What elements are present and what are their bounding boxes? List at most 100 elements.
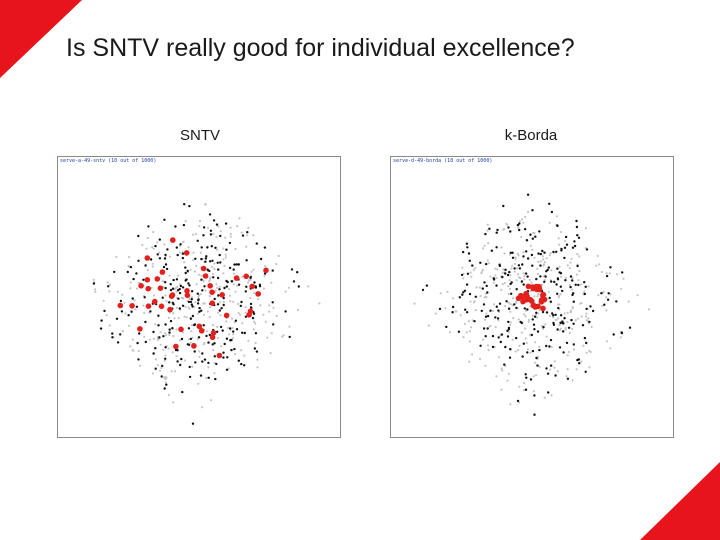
candidate-point	[130, 310, 133, 313]
candidate-point	[495, 284, 498, 287]
candidate-point	[554, 374, 557, 377]
candidate-point	[516, 399, 520, 403]
voter-point-grey	[547, 290, 551, 293]
candidate-point	[494, 316, 497, 319]
voter-point-grey	[483, 318, 487, 321]
candidate-point	[163, 218, 166, 221]
voter-point-grey	[580, 315, 583, 318]
voter-point-grey	[159, 343, 162, 346]
voter-point-grey	[137, 349, 140, 353]
voter-point-grey	[571, 288, 574, 291]
voter-point-grey	[178, 283, 181, 286]
candidate-point	[191, 422, 195, 425]
candidate-point	[577, 283, 580, 287]
candidate-point	[137, 358, 140, 361]
candidate-point	[204, 257, 208, 260]
voter-point-grey	[462, 277, 465, 280]
sntv-scatter-plot	[92, 202, 321, 425]
candidate-point	[218, 288, 221, 291]
candidate-point	[567, 326, 571, 329]
candidate-point	[451, 311, 454, 314]
candidate-point	[474, 295, 477, 298]
voter-point-grey	[492, 303, 496, 306]
voter-point-grey	[509, 403, 512, 406]
voter-point-grey	[307, 285, 310, 288]
voter-point-grey	[212, 232, 215, 236]
voter-point-grey	[498, 356, 501, 359]
candidate-point	[239, 304, 242, 308]
candidate-point	[209, 233, 213, 236]
candidate-point	[552, 323, 556, 326]
winner-point	[117, 302, 124, 309]
candidate-point	[263, 246, 267, 249]
voter-point-grey	[209, 399, 213, 402]
voter-point-grey	[479, 294, 482, 298]
voter-point-grey	[564, 239, 567, 243]
candidate-point	[563, 246, 567, 249]
voter-point-grey	[281, 335, 284, 338]
voter-point-grey	[146, 236, 149, 240]
voter-point-grey	[571, 307, 574, 310]
candidate-point	[245, 259, 248, 262]
voter-point-grey	[159, 331, 162, 334]
voter-point-grey	[179, 339, 182, 342]
candidate-point	[498, 264, 502, 268]
voter-point-grey	[543, 278, 547, 281]
voter-point-grey	[556, 370, 559, 373]
voter-point-grey	[543, 261, 546, 264]
candidate-point	[515, 306, 518, 310]
voter-point-grey	[571, 277, 574, 280]
candidate-point	[240, 300, 243, 304]
candidate-point	[113, 270, 116, 274]
voter-point-grey	[139, 364, 142, 367]
voter-point-grey	[580, 360, 583, 363]
candidate-point	[229, 339, 232, 342]
voter-point-grey	[566, 264, 569, 267]
candidate-point	[157, 324, 160, 327]
voter-point-grey	[565, 375, 568, 378]
candidate-point	[571, 279, 574, 282]
candidate-point	[201, 289, 204, 292]
voter-point-grey	[162, 348, 165, 351]
candidate-point	[591, 309, 595, 313]
winner-point	[129, 303, 135, 309]
candidate-point	[507, 226, 510, 229]
voter-point-grey	[636, 294, 639, 297]
voter-point-grey	[575, 368, 578, 371]
candidate-point	[531, 209, 534, 212]
voter-point-grey	[252, 328, 255, 331]
voter-point-grey	[121, 330, 125, 333]
voter-point-grey	[539, 260, 542, 263]
candidate-point	[181, 286, 185, 289]
candidate-point	[561, 289, 564, 293]
voter-point-grey	[551, 316, 554, 319]
voter-point-grey	[506, 223, 509, 226]
candidate-point	[203, 358, 207, 361]
voter-point-grey	[237, 302, 240, 305]
voter-point-grey	[205, 376, 208, 380]
candidate-point	[216, 303, 220, 306]
winner-point	[529, 298, 535, 304]
voter-point-grey	[517, 226, 520, 229]
voter-point-grey	[202, 279, 205, 282]
candidate-point	[225, 248, 228, 251]
candidate-point	[191, 314, 195, 318]
candidate-point	[479, 261, 482, 264]
voter-point-grey	[284, 290, 287, 293]
voter-point-grey	[542, 263, 546, 266]
candidate-point	[485, 262, 488, 266]
winner-point	[209, 334, 216, 341]
voter-point-grey	[588, 366, 591, 369]
candidate-point	[600, 292, 603, 295]
voter-point-grey	[275, 314, 278, 317]
candidate-point	[213, 297, 216, 301]
voter-point-grey	[521, 218, 524, 221]
candidate-point	[157, 314, 160, 317]
candidate-point	[181, 390, 184, 394]
voter-point-grey	[167, 393, 170, 396]
voter-point-grey	[520, 235, 523, 239]
voter-point-grey	[529, 244, 532, 247]
candidate-point	[190, 298, 193, 301]
voter-point-grey	[182, 241, 185, 244]
voter-point-grey	[512, 317, 515, 320]
